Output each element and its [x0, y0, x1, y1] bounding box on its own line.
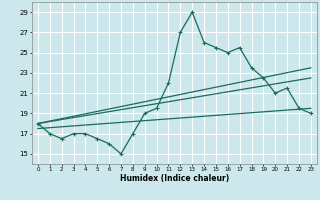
X-axis label: Humidex (Indice chaleur): Humidex (Indice chaleur)	[120, 174, 229, 183]
